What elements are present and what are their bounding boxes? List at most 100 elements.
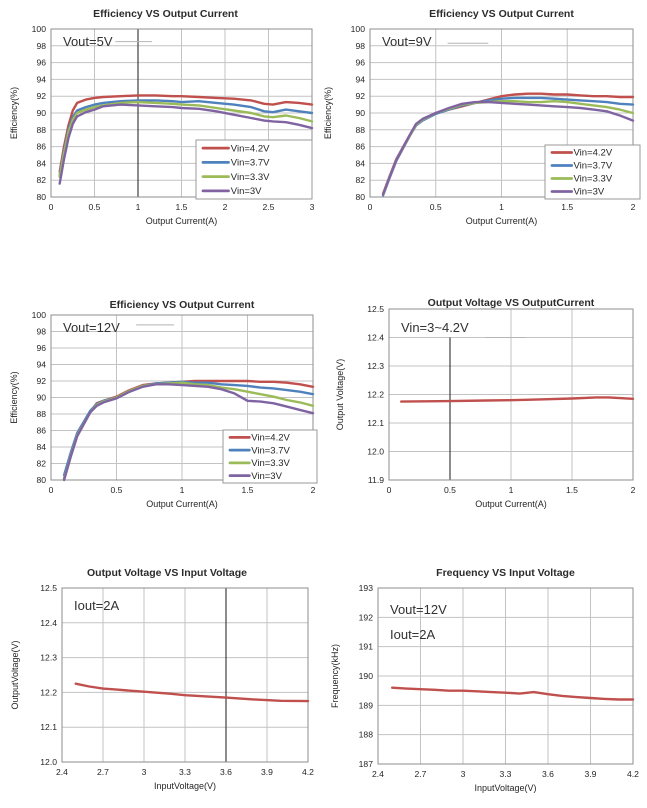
annotation-text: Vout=12V — [63, 320, 120, 335]
y-tick-label: 11.9 — [368, 475, 384, 485]
y-tick-label: 96 — [36, 343, 46, 353]
y-tick-label: 12.0 — [367, 447, 384, 457]
y-tick-label: 100 — [32, 310, 47, 320]
chart-output-voltage-vs-input-voltage: 2.4 2.7 3 3.3 3.6 3.9 4.2 12.5 12.4 12.3 12.2 12.1 1… — [6, 562, 320, 806]
y-tick-label: 189 — [359, 700, 374, 710]
legend-label: Vin=3.3V — [231, 172, 270, 183]
x-tick-label: 0 — [49, 202, 54, 212]
x-axis-label: Output Current(A) — [146, 499, 218, 509]
annotation-text: Vout=12V — [390, 602, 447, 617]
y-axis-label: Efficiency(%) — [323, 87, 333, 139]
annotation-text: Vout=5V — [63, 34, 113, 49]
y-tick-label: 12.0 — [40, 757, 57, 767]
chart-canvas: 0 0.5 1 1.5 2 100 98 96 94 92 90 88 86 84 82 80 Efficien… — [9, 299, 318, 509]
x-tick-label: 0.5 — [444, 485, 456, 495]
chart-frequency-vs-input-voltage: 2.4 2.7 3 3.3 3.6 3.9 4.2 193 192 191 190 189 188 187… — [322, 562, 645, 806]
x-tick-label: 4.2 — [627, 769, 639, 779]
y-tick-label: 188 — [359, 730, 374, 740]
legend-label: Vin=4.2V — [574, 148, 613, 159]
series-line-Vin=4.2V — [58, 94, 314, 173]
series-line-Vin=3V — [381, 100, 635, 196]
series-line-main — [391, 686, 635, 701]
series-line-Vin=3.7V — [58, 99, 314, 177]
x-tick-label: 2.4 — [56, 767, 68, 777]
series-line-Vin=3V — [58, 103, 314, 185]
x-tick-label: 2 — [631, 202, 636, 212]
chart-output-voltage-vs-output-current: 0 0.5 1 1.5 2 12.5 12.4 12.3 12.2 12.1 12.0 11.9 Out… — [322, 288, 645, 522]
x-tick-label: 1 — [499, 202, 504, 212]
annotation-text: Iout=2A — [74, 598, 120, 613]
chart-canvas: 0 0.5 1 1.5 2 12.5 12.4 12.3 12.2 12.1 12.0 11.9 Out… — [335, 297, 636, 509]
legend-label: Vin=3.3V — [251, 458, 290, 469]
annotation-text: Iout=2A — [390, 627, 436, 642]
y-tick-label: 12.4 — [40, 618, 57, 628]
x-axis-label: InputVoltage(V) — [474, 783, 536, 793]
x-axis-label: Output Current(A) — [466, 216, 538, 226]
y-tick-label: 192 — [359, 612, 374, 622]
x-tick-label: 3.6 — [542, 769, 554, 779]
legend-label: Vin=3.3V — [574, 174, 613, 185]
legend-box — [544, 144, 641, 200]
plot-border — [61, 587, 309, 763]
y-tick-label: 92 — [36, 91, 46, 101]
y-tick-label: 94 — [36, 74, 46, 84]
y-tick-label: 88 — [36, 409, 46, 419]
y-tick-label: 12.5 — [40, 583, 57, 593]
legend-label: Vin=4.2V — [231, 143, 270, 154]
x-axis-label: Output Current(A) — [475, 499, 547, 509]
y-tick-label: 90 — [36, 393, 46, 403]
chart-efficiency-vout9v: 0 0.5 1 1.5 2 100 98 96 94 92 90 88 86 84 82 80 Efficien… — [322, 4, 645, 244]
x-tick-label: 3.3 — [500, 769, 512, 779]
x-tick-label: 2.7 — [415, 769, 427, 779]
x-tick-label: 0.5 — [430, 202, 442, 212]
y-tick-label: 86 — [36, 426, 46, 436]
x-tick-label: 0 — [368, 202, 373, 212]
legend-label: Vin=4.2V — [251, 433, 290, 444]
chart-title: Output Voltage VS OutputCurrent — [428, 297, 595, 309]
x-tick-label: 1.5 — [242, 485, 254, 495]
y-tick-label: 86 — [355, 142, 365, 152]
y-tick-label: 84 — [36, 158, 46, 168]
annotation-text: Vin=3~4.2V — [401, 320, 469, 335]
legend-label: Vin=3.7V — [574, 161, 613, 172]
x-tick-label: 2.7 — [97, 767, 109, 777]
plot-border — [50, 314, 314, 481]
y-tick-label: 92 — [36, 376, 46, 386]
y-axis-label: Frequency(kHz) — [330, 644, 340, 708]
chart-title: Efficiency VS Output Current — [93, 8, 238, 20]
y-tick-label: 12.4 — [367, 333, 384, 343]
chart-title: Efficiency VS Output Current — [429, 8, 574, 20]
chart-canvas: 0 0.5 1 1.5 2 2.5 3 100 98 96 94 92 90 88 86 84 82 80 Effi… — [9, 8, 315, 226]
x-tick-label: 3 — [461, 769, 466, 779]
x-tick-label: 0 — [49, 485, 54, 495]
y-tick-label: 98 — [36, 41, 46, 51]
y-tick-label: 80 — [36, 192, 46, 202]
x-tick-label: 3.9 — [585, 769, 597, 779]
series-line-Vin=3V — [62, 383, 315, 482]
y-tick-label: 193 — [359, 583, 374, 593]
y-tick-label: 12.5 — [367, 304, 384, 314]
y-axis-label: Efficiency(%) — [9, 87, 19, 139]
chart-canvas: 2.4 2.7 3 3.3 3.6 3.9 4.2 193 192 191 190 189 188 187… — [330, 567, 639, 793]
x-tick-label: 1 — [180, 485, 185, 495]
y-tick-label: 98 — [36, 327, 46, 337]
legend-label: Vin=3.7V — [231, 158, 270, 169]
x-tick-label: 2.4 — [372, 769, 384, 779]
chart-canvas: 2.4 2.7 3 3.3 3.6 3.9 4.2 12.5 12.4 12.3 12.2 12.1 1… — [10, 567, 314, 791]
plot-border — [377, 587, 634, 765]
x-tick-label: 2.5 — [263, 202, 275, 212]
x-tick-label: 2 — [311, 485, 316, 495]
series-line-main — [400, 396, 635, 403]
y-tick-label: 12.1 — [40, 722, 57, 732]
annotation-text: Vout=9V — [382, 34, 432, 49]
y-tick-label: 12.2 — [367, 390, 384, 400]
series-line-Vin=3.3V — [58, 100, 314, 178]
legend-label: Vin=3V — [251, 471, 282, 482]
x-tick-label: 0.5 — [111, 485, 123, 495]
chart-efficiency-vout12v: 0 0.5 1 1.5 2 100 98 96 94 92 90 88 86 84 82 80 Efficien… — [6, 288, 320, 522]
y-tick-label: 100 — [351, 24, 366, 34]
chart-title: Output Voltage VS Input Voltage — [87, 567, 247, 579]
y-tick-label: 92 — [355, 91, 365, 101]
y-axis-label: OutputVoltage(V) — [10, 640, 20, 709]
